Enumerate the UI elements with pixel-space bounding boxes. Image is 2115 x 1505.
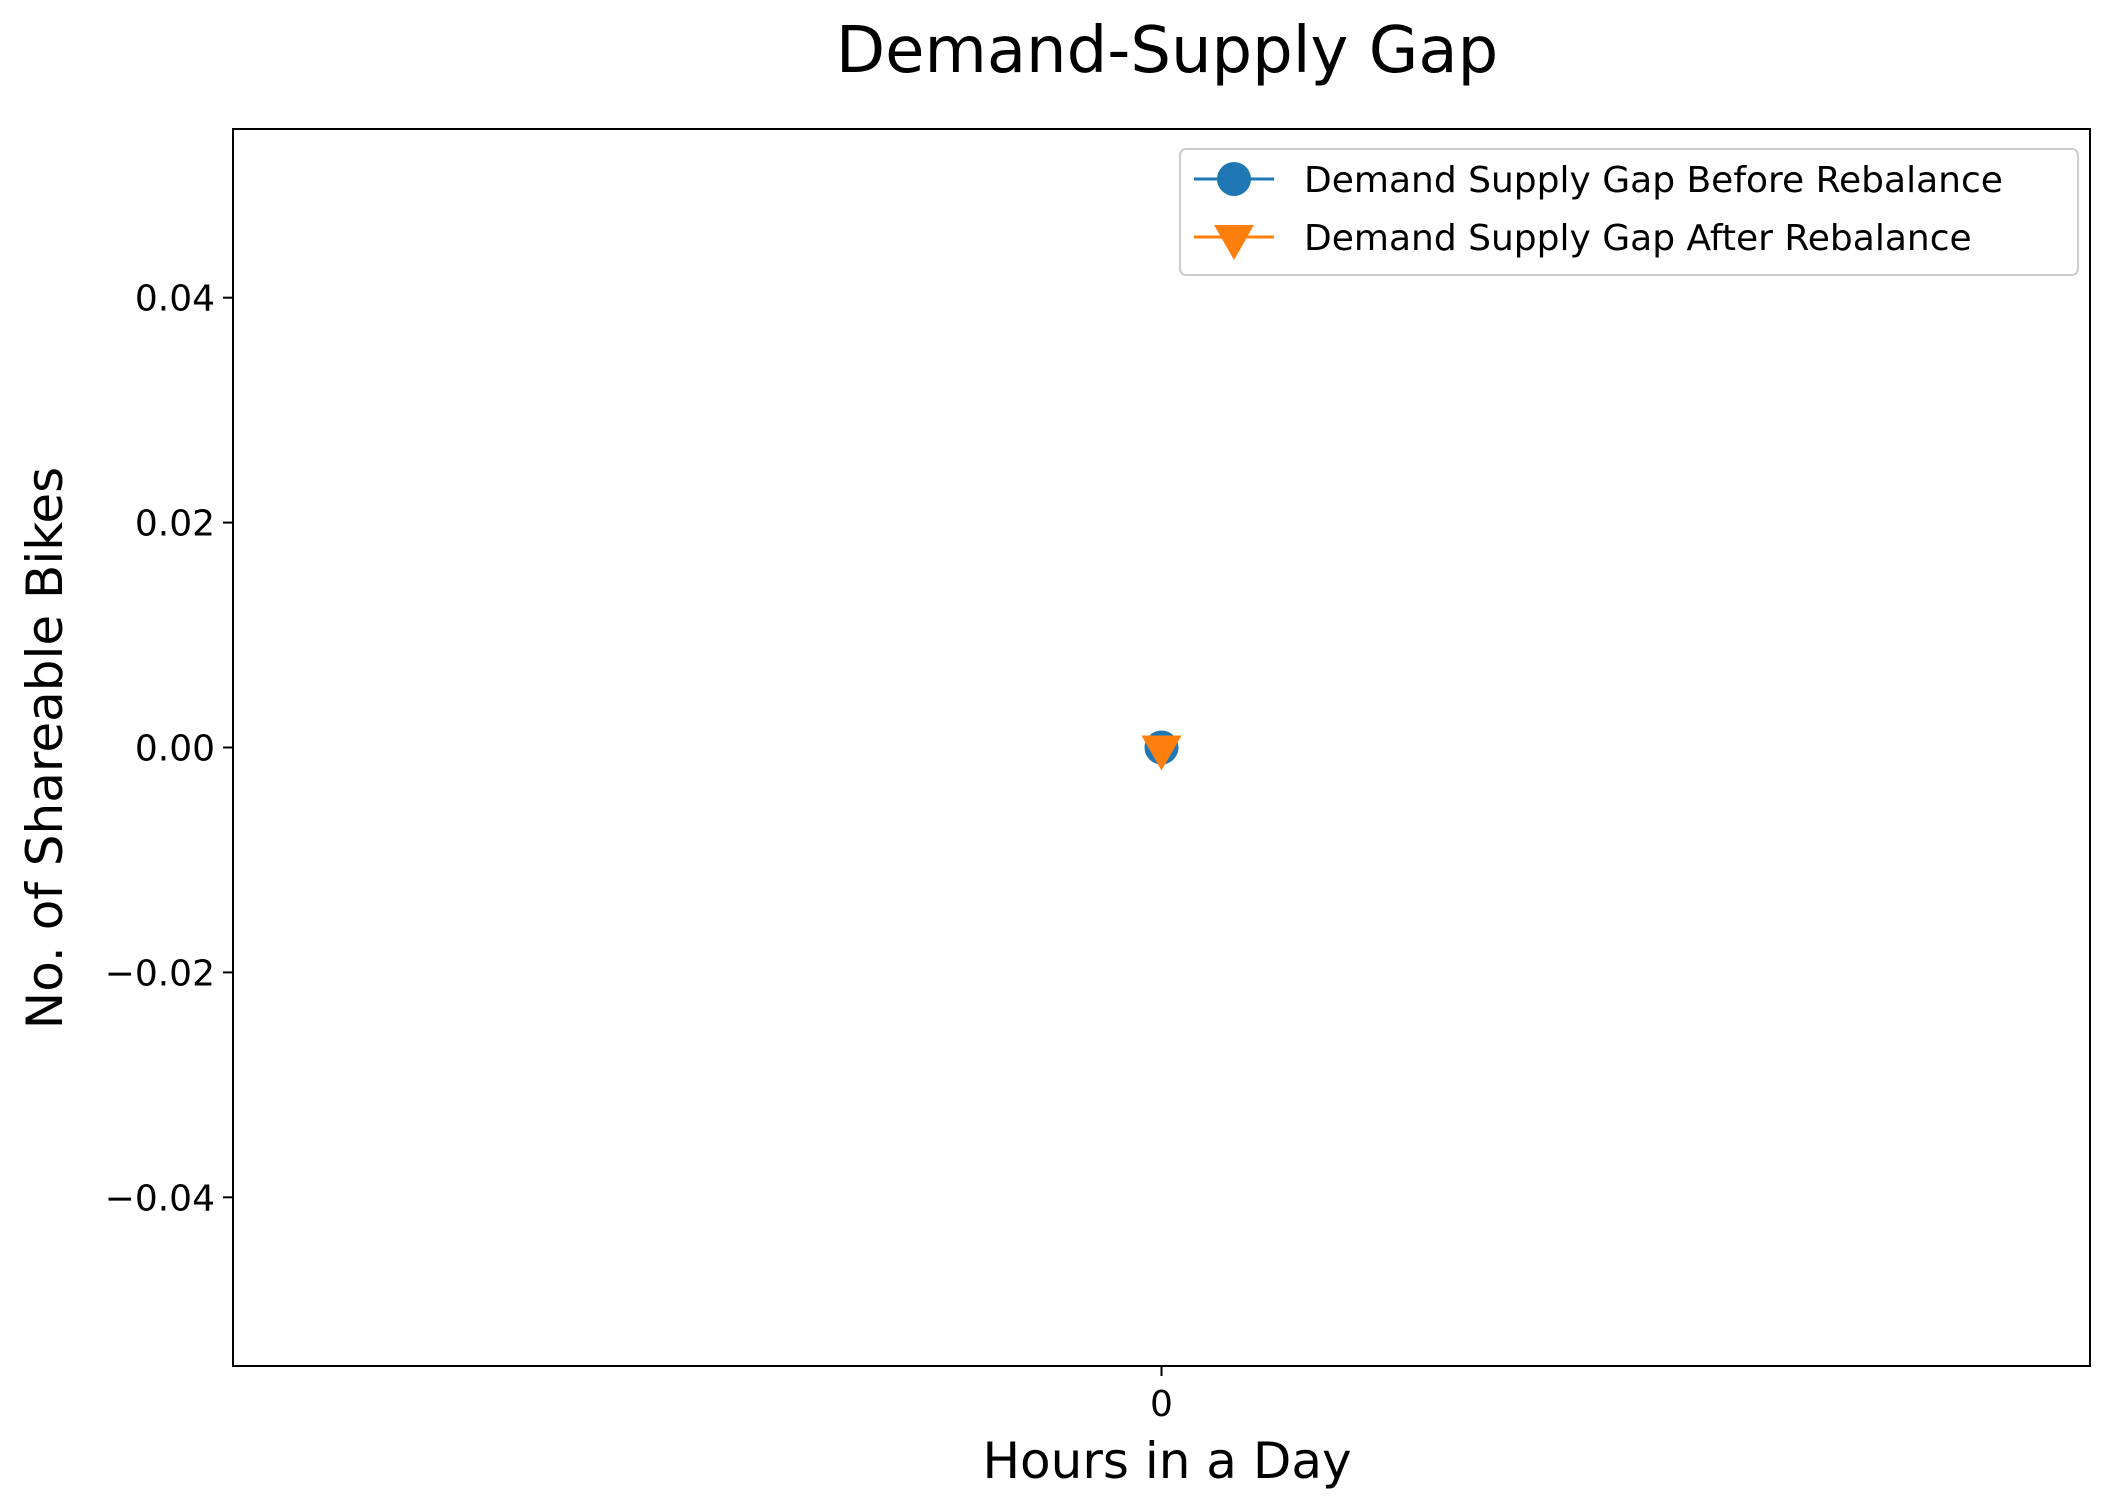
x-axis: 0 <box>1150 1366 1173 1425</box>
x-tick-label: 0 <box>1150 1384 1173 1425</box>
legend-item: Demand Supply Gap After Rebalance <box>1194 218 1972 260</box>
data-point <box>1141 735 1182 771</box>
legend-label: Demand Supply Gap Before Rebalance <box>1304 160 2003 201</box>
y-tick-label: 0.02 <box>135 504 215 545</box>
chart-title: Demand-Supply Gap <box>836 14 1498 88</box>
series-2 <box>1141 735 1182 771</box>
legend-frame <box>1179 148 2079 276</box>
y-tick-label: 0.04 <box>135 279 215 320</box>
legend-label: Demand Supply Gap After Rebalance <box>1304 218 1972 259</box>
x-axis-label: Hours in a Day <box>982 1432 1351 1490</box>
y-tick-label: −0.02 <box>105 953 215 994</box>
series-layer <box>1141 730 1182 771</box>
y-axis: 0.04 0.02 0.00 −0.02 −0.04 <box>105 279 233 1219</box>
legend-item: Demand Supply Gap Before Rebalance <box>1194 160 2003 201</box>
y-axis-label: No. of Shareable Bikes <box>16 467 74 1029</box>
y-tick-label: 0.00 <box>135 729 215 770</box>
legend-marker <box>1217 162 1251 196</box>
legend-marker <box>1214 225 1254 260</box>
legend: Demand Supply Gap Before Rebalance Demand… <box>1179 148 2079 276</box>
y-tick-label: −0.04 <box>105 1178 215 1219</box>
